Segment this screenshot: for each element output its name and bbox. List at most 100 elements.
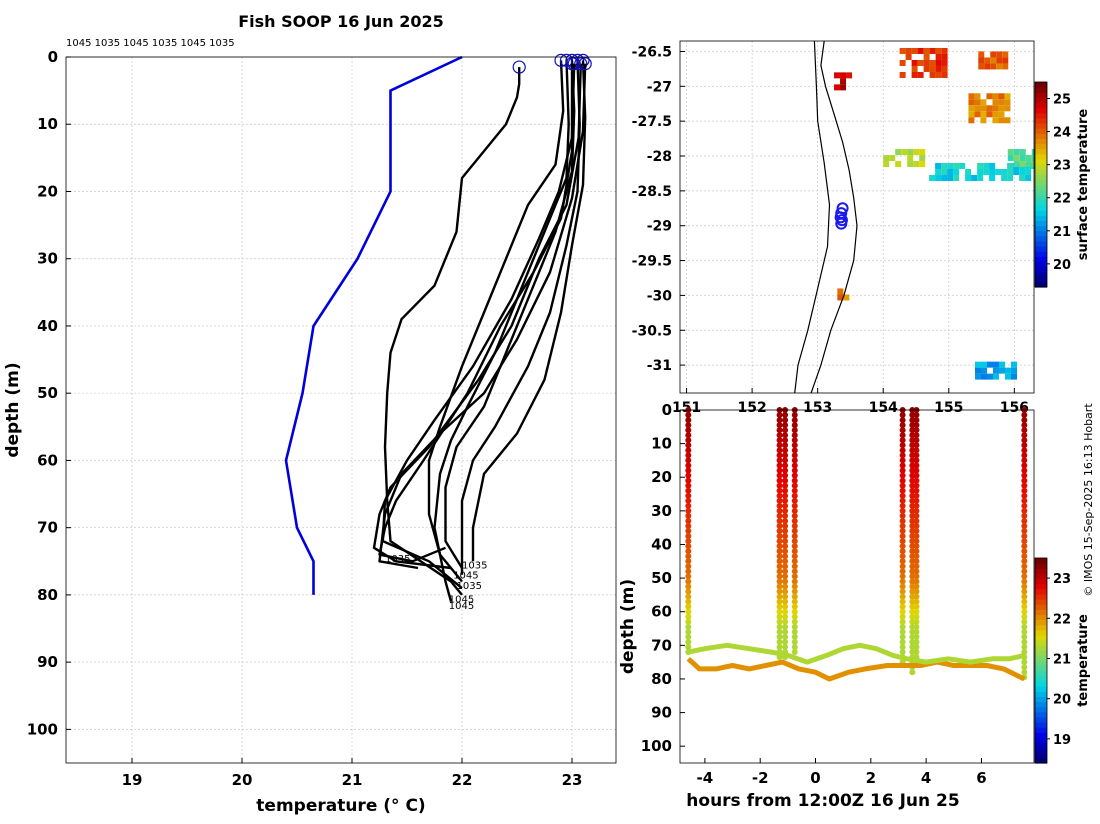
- cast-sample: [776, 558, 783, 565]
- cast-sample: [1021, 487, 1028, 494]
- map-y-tick-label: -30: [647, 288, 673, 304]
- section-y-tick-label: 0: [662, 401, 672, 419]
- profile-line: [381, 63, 576, 590]
- y-tick-label: 60: [37, 451, 58, 469]
- map-y-tick-label: -29: [647, 219, 672, 235]
- cast-sample: [782, 583, 789, 590]
- cast-sample: [791, 417, 798, 424]
- sst-cell: [1001, 174, 1008, 181]
- section-colorbar-band: [1035, 691, 1047, 697]
- sst-colorbar-band: [1035, 92, 1047, 98]
- cast-sample: [782, 623, 789, 630]
- cast-sample: [782, 472, 789, 479]
- cast-sample: [782, 628, 789, 635]
- cast-sample: [909, 669, 916, 676]
- cast-sample: [1021, 477, 1028, 484]
- cast-sample: [1021, 563, 1028, 570]
- cast-sample: [776, 427, 783, 434]
- cast-sample: [791, 512, 798, 519]
- map-y-tick-label: -28: [647, 149, 672, 165]
- cast-sample: [776, 528, 783, 535]
- sst-cell: [929, 59, 936, 66]
- sst-cell: [990, 51, 997, 58]
- sst-cell: [984, 57, 991, 64]
- section-colorbar-band: [1035, 650, 1047, 656]
- cast-sample: [685, 533, 692, 540]
- cast-sample: [776, 437, 783, 444]
- cast-sample: [685, 437, 692, 444]
- cast-sample: [1021, 427, 1028, 434]
- cast-sample: [782, 593, 789, 600]
- cast-sample: [685, 432, 692, 439]
- sst-cell: [1025, 155, 1032, 162]
- sst-colorbar-band: [1035, 205, 1047, 211]
- cast-sample: [1021, 422, 1028, 429]
- cast-sample: [776, 578, 783, 585]
- sst-cell: [992, 99, 999, 106]
- section-colorbar-band: [1035, 747, 1047, 754]
- sst-cell: [919, 149, 926, 156]
- sst-cell: [929, 47, 936, 54]
- sst-cell: [840, 84, 847, 91]
- cast-sample: [899, 457, 906, 464]
- sst-cell: [977, 168, 984, 175]
- sst-cell: [899, 71, 906, 78]
- sst-cell: [1002, 51, 1009, 58]
- cast-sample: [782, 502, 789, 509]
- cast-sample: [913, 553, 920, 560]
- cast-sample: [685, 553, 692, 560]
- cast-sample: [1021, 517, 1028, 524]
- sst-cell: [975, 373, 981, 380]
- section-x-tick-label: 6: [976, 769, 986, 787]
- cast-sample: [899, 568, 906, 575]
- cast-sample: [776, 568, 783, 575]
- map-x-tick-label: 155: [934, 400, 963, 416]
- cast-sample: [791, 482, 798, 489]
- y-tick-label: 90: [37, 653, 58, 671]
- cast-sample: [913, 512, 920, 519]
- sst-cell: [993, 367, 999, 374]
- cast-sample: [776, 553, 783, 560]
- sst-colorbar-band: [1035, 271, 1047, 278]
- sst-colorbar-band: [1035, 138, 1047, 145]
- sst-cell: [1025, 168, 1032, 175]
- cast-sample: [791, 633, 798, 640]
- cast-sample: [782, 477, 789, 484]
- sst-cell: [981, 361, 987, 368]
- sst-colorbar-tick-label: 24: [1053, 126, 1071, 141]
- sst-cell: [899, 47, 906, 54]
- sst-cell: [905, 53, 912, 60]
- map-y-tick-label: -28.5: [632, 184, 672, 200]
- sst-colorbar-band: [1035, 240, 1047, 247]
- sst-cell: [843, 294, 850, 301]
- sst-cell: [913, 149, 920, 156]
- cast-sample: [909, 437, 916, 444]
- cast-sample: [1021, 588, 1028, 595]
- sst-cell: [1013, 161, 1020, 168]
- cast-sample: [909, 578, 916, 585]
- section-x-tick-label: 0: [810, 769, 820, 787]
- profile-line: [471, 60, 587, 562]
- section-colorbar-band: [1035, 578, 1047, 585]
- map-panel: 151152153154155156-26.5-27-27.5-28-28.5-…: [632, 40, 1091, 416]
- sst-colorbar-band: [1035, 189, 1047, 196]
- cast-sample: [685, 563, 692, 570]
- cast-sample: [685, 578, 692, 585]
- cast-sample: [776, 628, 783, 635]
- cast-sample: [776, 457, 783, 464]
- cast-sample: [791, 507, 798, 514]
- sst-cell: [974, 111, 981, 118]
- sst-colorbar-frame: [1034, 81, 1048, 288]
- cast-sample: [899, 497, 906, 504]
- cast-sample: [685, 568, 692, 575]
- cast-sample: [685, 447, 692, 454]
- cast-sample: [899, 462, 906, 469]
- cast-sample: [909, 467, 916, 474]
- cast-sample: [791, 412, 798, 419]
- map-axes-frame: [679, 40, 1035, 394]
- cast-sample: [899, 467, 906, 474]
- cast-sample: [685, 528, 692, 535]
- sst-cell: [941, 65, 948, 72]
- cast-sample: [913, 603, 920, 610]
- cast-sample: [899, 644, 906, 651]
